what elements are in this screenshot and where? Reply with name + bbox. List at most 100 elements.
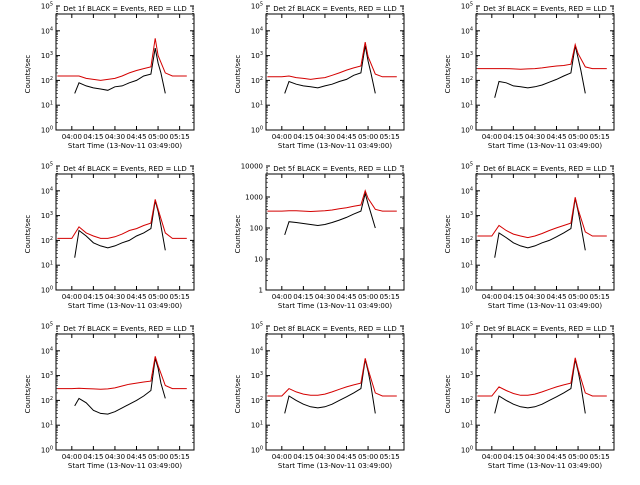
y-tick-label: 103 xyxy=(251,51,263,60)
x-tick-label: 04:15 xyxy=(83,293,103,301)
y-axis-label: Counts/sec xyxy=(444,215,452,254)
y-tick-label: 104 xyxy=(41,26,53,35)
series-line-events xyxy=(494,45,586,98)
x-axis-label: Start Time (13-Nov-11 03:49:00) xyxy=(278,462,392,470)
x-tick-label: 04:15 xyxy=(83,133,103,141)
x-tick-label: 05:15 xyxy=(380,133,400,141)
y-tick-label: 105 xyxy=(251,2,263,11)
x-tick-label: 04:15 xyxy=(293,133,313,141)
y-tick-label: 102 xyxy=(251,76,263,85)
x-axis-label: Start Time (13-Nov-11 03:49:00) xyxy=(488,142,602,150)
y-tick-label: 100 xyxy=(461,126,473,135)
panel-title: Det 9f BLACK = Events, RED = LLD xyxy=(483,325,606,333)
x-tick-label: 04:45 xyxy=(336,453,356,461)
x-tick-label: 05:15 xyxy=(590,453,610,461)
y-tick-label: 103 xyxy=(41,51,53,60)
x-axis-label: Start Time (13-Nov-11 03:49:00) xyxy=(68,462,182,470)
x-axis-label: Start Time (13-Nov-11 03:49:00) xyxy=(278,302,392,310)
y-axis-label: Counts/sec xyxy=(24,215,32,254)
x-tick-label: 04:00 xyxy=(62,133,82,141)
y-tick-label: 100 xyxy=(41,286,53,295)
x-tick-label: 04:30 xyxy=(105,133,125,141)
panel-title: Det 8f BLACK = Events, RED = LLD xyxy=(273,325,396,333)
series-line-lld xyxy=(267,358,397,397)
panel-title: Det 7f BLACK = Events, RED = LLD xyxy=(63,325,186,333)
x-tick-label: 04:00 xyxy=(482,133,502,141)
x-tick-label: 05:15 xyxy=(380,453,400,461)
x-tick-label: 04:15 xyxy=(83,453,103,461)
x-tick-label: 04:45 xyxy=(336,133,356,141)
y-tick-label: 103 xyxy=(461,51,473,60)
y-axis-label: Counts/sec xyxy=(24,375,32,414)
x-tick-label: 04:00 xyxy=(482,453,502,461)
y-tick-label: 102 xyxy=(251,396,263,405)
x-tick-label: 04:15 xyxy=(293,293,313,301)
y-tick-label: 10 xyxy=(254,256,263,264)
x-tick-label: 05:15 xyxy=(170,133,190,141)
x-tick-label: 04:30 xyxy=(525,293,545,301)
series-line-events xyxy=(284,191,376,236)
x-tick-label: 04:30 xyxy=(525,133,545,141)
y-tick-label: 103 xyxy=(41,211,53,220)
x-tick-label: 04:30 xyxy=(105,293,125,301)
panel-title: Det 5f BLACK = Events, RED = LLD xyxy=(273,165,396,173)
y-tick-label: 102 xyxy=(461,236,473,245)
x-axis-label: Start Time (13-Nov-11 03:49:00) xyxy=(488,462,602,470)
series-line-events xyxy=(494,359,586,414)
x-axis-label: Start Time (13-Nov-11 03:49:00) xyxy=(278,142,392,150)
series-line-events xyxy=(74,48,166,94)
detector-panel-4: Det 4f BLACK = Events, RED = LLD 100 101 10… xyxy=(24,162,195,310)
y-tick-label: 103 xyxy=(461,371,473,380)
x-tick-label: 05:15 xyxy=(170,453,190,461)
x-tick-label: 04:00 xyxy=(272,453,292,461)
x-tick-label: 05:00 xyxy=(148,453,168,461)
x-tick-label: 04:00 xyxy=(272,293,292,301)
y-tick-label: 105 xyxy=(41,162,53,171)
detector-panel-7: Det 7f BLACK = Events, RED = LLD 100 101 10… xyxy=(24,322,195,470)
x-tick-label: 04:45 xyxy=(546,293,566,301)
detector-panel-2: Det 2f BLACK = Events, RED = LLD 100 101 10… xyxy=(234,2,405,150)
x-tick-label: 05:15 xyxy=(380,293,400,301)
series-line-events xyxy=(284,359,376,414)
y-tick-label: 104 xyxy=(41,186,53,195)
y-axis-label: Counts/sec xyxy=(234,215,242,254)
series-line-lld xyxy=(57,199,187,239)
y-tick-label: 104 xyxy=(461,186,473,195)
x-tick-label: 04:15 xyxy=(503,453,523,461)
panel-title: Det 1f BLACK = Events, RED = LLD xyxy=(63,5,186,13)
plot-frame xyxy=(265,333,405,451)
series-line-events xyxy=(494,198,586,258)
panel-title: Det 3f BLACK = Events, RED = LLD xyxy=(483,5,606,13)
y-axis-label: Counts/sec xyxy=(234,375,242,414)
y-tick-label: 102 xyxy=(41,236,53,245)
x-tick-label: 05:15 xyxy=(170,293,190,301)
x-tick-label: 05:15 xyxy=(590,133,610,141)
x-tick-label: 04:15 xyxy=(503,293,523,301)
y-axis-label: Counts/sec xyxy=(234,55,242,94)
plot-frame xyxy=(265,13,405,131)
x-tick-label: 04:45 xyxy=(546,133,566,141)
x-tick-label: 05:00 xyxy=(358,453,378,461)
series-line-lld xyxy=(477,357,607,397)
series-line-lld xyxy=(267,42,397,80)
y-tick-label: 100 xyxy=(461,446,473,455)
series-line-lld xyxy=(57,356,187,390)
y-tick-label: 105 xyxy=(461,2,473,11)
y-tick-label: 102 xyxy=(41,76,53,85)
y-tick-label: 101 xyxy=(461,101,473,110)
x-tick-label: 05:00 xyxy=(568,453,588,461)
plot-frame xyxy=(475,13,615,131)
x-tick-label: 04:00 xyxy=(482,293,502,301)
detector-panel-1: Det 1f BLACK = Events, RED = LLD 100 101 10… xyxy=(24,2,195,150)
y-axis-label: Counts/sec xyxy=(444,375,452,414)
y-axis-label: Counts/sec xyxy=(24,55,32,94)
plot-frame xyxy=(475,333,615,451)
x-tick-label: 04:00 xyxy=(62,293,82,301)
series-line-lld xyxy=(57,38,187,81)
x-tick-label: 04:30 xyxy=(105,453,125,461)
y-tick-label: 105 xyxy=(251,322,263,331)
plot-frame xyxy=(55,173,195,291)
x-tick-label: 04:45 xyxy=(126,293,146,301)
x-tick-label: 04:15 xyxy=(293,453,313,461)
